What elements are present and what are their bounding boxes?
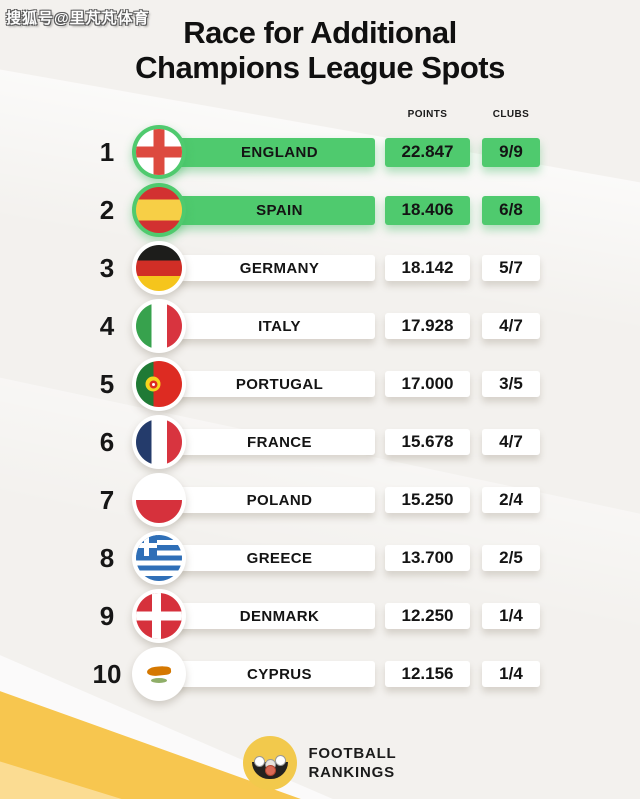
- clubs-value: 3/5: [482, 371, 540, 397]
- brand-line-2: RANKINGS: [308, 764, 395, 781]
- points-value: 12.250: [385, 603, 470, 629]
- points-value: 17.000: [385, 371, 470, 397]
- brand-name: FOOTBALL RANKINGS: [308, 744, 396, 782]
- clubs-value: 1/4: [482, 661, 540, 687]
- football-rankings-logo-icon: [243, 736, 298, 790]
- germany-flag-icon: [132, 241, 186, 295]
- footer-brand: FOOTBALL RANKINGS: [0, 736, 640, 790]
- title-line-2: Champions League Spots: [135, 50, 505, 85]
- cyprus-flag-icon: [132, 647, 186, 701]
- points-value: 12.156: [385, 661, 470, 687]
- country-name: DENMARK: [170, 603, 375, 629]
- clubs-value: 2/5: [482, 545, 540, 571]
- points-value: 18.142: [385, 255, 470, 281]
- rank-number: 10: [92, 658, 122, 689]
- clubs-value: 6/8: [482, 195, 540, 225]
- rank-number: 7: [99, 484, 115, 515]
- rank-number: 9: [99, 600, 115, 631]
- table-row: 1 ENGLAND 22.847 9/9: [0, 123, 640, 181]
- france-flag-icon: [132, 415, 186, 469]
- table-row: 10 CYPRUS 12.156 1/4: [0, 645, 640, 703]
- column-header-points: POINTS: [407, 109, 448, 120]
- clubs-value: 1/4: [482, 603, 540, 629]
- clubs-value: 5/7: [482, 255, 540, 281]
- table-row: 6 FRANCE 15.678 4/7: [0, 413, 640, 471]
- points-value: 17.928: [385, 313, 470, 339]
- denmark-flag-icon: [132, 589, 186, 643]
- table-row: 8 GREECE 13.700 2/5: [0, 529, 640, 587]
- country-name: SPAIN: [170, 195, 375, 225]
- country-name: FRANCE: [170, 429, 375, 455]
- rank-number: 2: [99, 194, 115, 225]
- poland-flag-icon: [132, 473, 186, 527]
- country-name: POLAND: [170, 487, 375, 513]
- country-name: GREECE: [170, 545, 375, 571]
- table-row: 3 GERMANY 18.142 5/7: [0, 239, 640, 297]
- england-flag-icon: [132, 125, 186, 179]
- points-value: 15.678: [385, 429, 470, 455]
- spain-flag-icon: [132, 183, 186, 237]
- points-value: 15.250: [385, 487, 470, 513]
- clubs-value: 4/7: [482, 313, 540, 339]
- table-row: 2 SPAIN 18.406 6/8: [0, 181, 640, 239]
- italy-flag-icon: [132, 299, 186, 353]
- country-name: ITALY: [170, 313, 375, 339]
- points-value: 18.406: [385, 195, 470, 225]
- country-name: GERMANY: [170, 255, 375, 281]
- table-row: 7 POLAND 15.250 2/4: [0, 471, 640, 529]
- points-value: 13.700: [385, 545, 470, 571]
- rank-number: 4: [99, 310, 115, 341]
- watermark-text: 搜狐号@里芃芃体育: [6, 10, 150, 27]
- clubs-value: 4/7: [482, 429, 540, 455]
- portugal-flag-icon: [132, 357, 186, 411]
- clubs-value: 9/9: [482, 137, 540, 167]
- rank-number: 1: [99, 136, 115, 167]
- clubs-value: 2/4: [482, 487, 540, 513]
- country-name: ENGLAND: [170, 137, 375, 167]
- greece-flag-icon: [132, 531, 186, 585]
- table-header: POINTS CLUBS: [0, 104, 640, 120]
- column-header-clubs: CLUBS: [492, 109, 530, 120]
- rank-number: 5: [99, 368, 115, 399]
- country-name: PORTUGAL: [170, 371, 375, 397]
- rank-number: 6: [99, 426, 115, 457]
- brand-line-1: FOOTBALL: [308, 745, 397, 762]
- table-row: 9 DENMARK 12.250 1/4: [0, 587, 640, 645]
- rank-number: 3: [99, 252, 115, 283]
- rank-number: 8: [99, 542, 115, 573]
- country-name: CYPRUS: [170, 661, 375, 687]
- ranking-table: 1 ENGLAND 22.847 9/9 2 SPAIN 18.406 6/8 …: [0, 123, 640, 703]
- table-row: 5 PORTUGAL 17.000 3/5: [0, 355, 640, 413]
- points-value: 22.847: [385, 137, 470, 167]
- table-row: 4 ITALY 17.928 4/7: [0, 297, 640, 355]
